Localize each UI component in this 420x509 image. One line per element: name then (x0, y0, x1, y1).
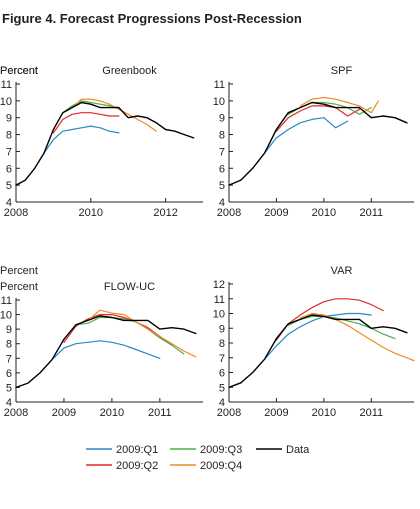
y-tick-label: 5 (6, 382, 12, 394)
y-tick-label: 6 (6, 368, 12, 380)
legend-label: 2009:Q2 (116, 460, 158, 472)
legend-item: 2009:Q1 (86, 444, 158, 456)
y-tick-label: 6 (219, 163, 225, 175)
series-line-data (15, 315, 197, 389)
y-axis-label: Percent (0, 65, 38, 77)
y-tick-label: 11 (1, 79, 12, 91)
y-tick-label: 9 (6, 113, 12, 125)
y-tick-label: 7 (219, 146, 225, 158)
legend-item: 2009:Q2 (86, 460, 158, 472)
y-tick-label: 10 (213, 309, 225, 321)
x-tick-label: 2008 (4, 407, 28, 419)
y-tick-label: 8 (6, 130, 12, 142)
legend-label: Data (286, 444, 310, 456)
x-tick-label: 2010 (312, 407, 336, 419)
chart-panel-4: Percent VAR 4 5 6 7 8 9 10 11 12 2008 2009 2010 2011 (0, 265, 415, 419)
y-tick-label: 7 (219, 353, 225, 365)
y-tick-label: 8 (219, 130, 225, 142)
y-axis-label: Percent (0, 65, 38, 77)
x-tick-label: 2010 (312, 207, 336, 219)
y-tick-label: 10 (0, 96, 12, 108)
y-tick-label: 12 (213, 279, 225, 291)
legend-item: Data (256, 444, 310, 456)
y-tick-label: 11 (214, 294, 225, 306)
panel-title: SPF (331, 65, 353, 77)
y-tick-label: 9 (219, 113, 225, 125)
y-tick-label: 5 (219, 180, 225, 192)
series-line-data (228, 314, 408, 388)
y-tick-label: 7 (6, 146, 12, 158)
x-tick-label: 2008 (217, 407, 241, 419)
series-line-2009-q4 (299, 312, 415, 362)
x-tick-label: 2010 (100, 407, 124, 419)
series-line-2009-q4 (71, 98, 157, 132)
x-tick-label: 2011 (148, 407, 172, 419)
y-tick-label: 11 (214, 79, 225, 91)
series-line-2009-q4 (299, 96, 379, 114)
y-tick-label: 9 (219, 323, 225, 335)
y-tick-label: 9 (6, 324, 12, 336)
y-tick-label: 5 (219, 382, 225, 394)
figure-title: Figure 4. Forecast Progressions Post-Rec… (2, 11, 302, 26)
series-line-2009-q4 (87, 309, 197, 358)
y-tick-label: 6 (219, 368, 225, 380)
y-tick-label: 6 (6, 163, 12, 175)
series-line-2009-q1 (264, 117, 349, 154)
legend-item: 2009:Q4 (170, 460, 242, 472)
series-line-2009-q2 (275, 105, 360, 132)
x-tick-label: 2012 (153, 207, 177, 219)
series-line-2009-q2 (52, 112, 120, 134)
y-tick-label: 4 (219, 397, 225, 409)
series-line-2009-q1 (43, 125, 120, 154)
y-axis-label: Percent (0, 281, 38, 293)
legend-label: 2009:Q3 (200, 444, 242, 456)
panel-title: Greenbook (102, 65, 157, 77)
series-line-2009-q1 (51, 340, 161, 361)
chart-panel-1: Percent Greenbook 4 5 6 7 8 9 10 11 2008 2010 2012 (0, 65, 203, 219)
legend-label: 2009:Q4 (200, 460, 242, 472)
x-tick-label: 2009 (264, 407, 288, 419)
x-tick-label: 2009 (264, 207, 288, 219)
x-tick-label: 2011 (359, 407, 383, 419)
y-tick-label: 7 (6, 353, 12, 365)
series-line-data (228, 101, 408, 186)
x-tick-label: 2011 (359, 207, 383, 219)
legend-item: 2009:Q3 (170, 444, 242, 456)
x-tick-label: 2008 (217, 207, 241, 219)
legend-label: 2009:Q1 (116, 444, 158, 456)
series-line-2009-q3 (62, 100, 120, 114)
panel-title: FLOW-UC (104, 281, 155, 293)
y-tick-label: 4 (6, 197, 12, 209)
x-tick-label: 2010 (79, 207, 103, 219)
y-tick-label: 4 (219, 197, 225, 209)
series-line-2009-q2 (275, 298, 384, 341)
y-tick-label: 10 (213, 96, 225, 108)
series-line-2009-q1 (264, 312, 372, 360)
x-tick-label: 2008 (4, 207, 28, 219)
panel-title: VAR (331, 265, 353, 277)
y-tick-label: 10 (0, 310, 12, 322)
y-tick-label: 8 (219, 338, 225, 350)
chart-panel-3: Percent FLOW-UC 4 5 6 7 8 9 10 11 2008 2009 2010 2011 (0, 281, 203, 419)
chart-panel-2: Percent SPF 4 5 6 7 8 9 10 11 2008 2009 2010 2011 (0, 65, 414, 219)
y-axis-label: Percent (0, 265, 38, 277)
y-tick-label: 8 (6, 339, 12, 351)
x-tick-label: 2009 (52, 407, 76, 419)
series-line-data (15, 101, 195, 186)
y-tick-label: 4 (6, 397, 12, 409)
y-tick-label: 11 (1, 295, 12, 307)
y-tick-label: 5 (6, 180, 12, 192)
